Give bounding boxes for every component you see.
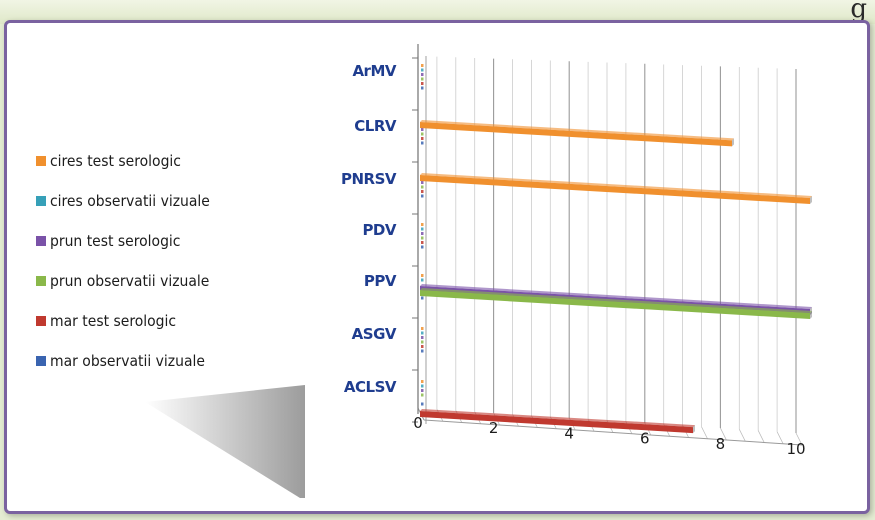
bar: [420, 175, 810, 204]
bar-top: [420, 120, 734, 141]
zero-value-marker: [421, 86, 424, 90]
category-label: PDV: [362, 221, 396, 239]
bar-end: [810, 196, 812, 204]
zero-value-marker: [421, 82, 424, 85]
zero-value-marker: [421, 132, 424, 136]
legend-label: cires observatii vizuale: [50, 192, 210, 210]
zero-value-marker: [421, 73, 424, 76]
zero-value-marker: [421, 393, 424, 397]
zero-value-marker: [421, 384, 424, 388]
zero-value-marker: [421, 181, 424, 184]
legend-label: prun observatii vizuale: [50, 272, 210, 290]
zero-value-marker: [421, 245, 424, 249]
legend-label: mar observatii vizuale: [50, 352, 205, 370]
zero-value-marker: [421, 402, 424, 406]
bar-end: [693, 425, 695, 434]
bar-end: [732, 138, 734, 147]
zero-markers: [421, 64, 424, 406]
zero-value-marker: [421, 241, 424, 244]
zero-value-marker: [421, 227, 424, 231]
legend-swatch: [36, 276, 46, 286]
zero-value-marker: [421, 340, 424, 344]
floor-gridline: [738, 429, 746, 442]
zero-value-marker: [421, 77, 424, 81]
legend-item: prun test serologic: [36, 230, 296, 270]
floor-gridline: [701, 426, 708, 439]
zero-value-marker: [421, 64, 424, 67]
category-label: PNRSV: [341, 170, 397, 188]
zero-value-marker: [421, 331, 424, 335]
zero-value-marker: [421, 223, 424, 226]
gridlines: [417, 56, 803, 446]
zero-value-marker: [421, 389, 424, 392]
bars: [420, 120, 812, 434]
legend-item: mar test serologic: [36, 310, 296, 350]
tick-label: 0: [413, 414, 423, 432]
bar: [420, 411, 693, 434]
category-label: PPV: [364, 272, 397, 290]
bar: [420, 122, 732, 147]
bar-end: [810, 311, 812, 319]
floor-gridline: [795, 432, 803, 446]
legend-swatch: [36, 316, 46, 326]
zero-value-marker: [421, 296, 424, 300]
zero-value-marker: [421, 327, 424, 330]
zero-value-marker: [421, 190, 424, 193]
zero-value-marker: [421, 345, 424, 348]
zero-value-marker: [421, 194, 424, 198]
tick-label: 4: [564, 424, 574, 442]
zero-value-marker: [421, 380, 424, 383]
floor-edge: [423, 419, 803, 446]
floor-gridline: [720, 427, 727, 441]
bar-top: [420, 173, 812, 198]
category-label: ACLSV: [344, 378, 397, 396]
zero-value-marker: [421, 349, 424, 353]
zero-value-marker: [421, 128, 424, 131]
legend-swatch: [36, 236, 46, 246]
category-label: ASGV: [352, 325, 397, 343]
legend-swatch: [36, 156, 46, 166]
zero-value-marker: [421, 141, 424, 145]
floor-gridline: [776, 431, 784, 444]
legend-item: mar observatii vizuale: [36, 350, 296, 390]
legend-item: cires observatii vizuale: [36, 190, 296, 230]
tick-label: 10: [786, 440, 805, 458]
zero-value-marker: [421, 236, 424, 240]
bar-top: [420, 288, 812, 313]
bar-top: [420, 284, 812, 309]
tick-label: 8: [716, 435, 726, 453]
zero-value-marker: [421, 137, 424, 140]
bar: [420, 290, 810, 319]
legend-swatch: [36, 356, 46, 366]
zero-value-marker: [421, 278, 424, 282]
legend-label: prun test serologic: [50, 232, 181, 250]
legend-item: prun observatii vizuale: [36, 270, 296, 310]
title-fragment: g: [850, 0, 867, 24]
bar-top: [420, 409, 695, 428]
zero-value-marker: [421, 68, 424, 72]
chart-card: ArMV CLRV PNRSV PDV PPV ASGV ACLSV 0 2 4 6 8 10: [305, 28, 853, 498]
floor-gridline: [757, 430, 765, 443]
legend-label: mar test serologic: [50, 312, 177, 330]
chart-legend: cires test serologic cires observatii viz…: [36, 150, 296, 390]
legend-swatch: [36, 196, 46, 206]
legend-label: cires test serologic: [50, 152, 181, 170]
zero-value-marker: [421, 185, 424, 189]
zero-value-marker: [421, 336, 424, 339]
chart-plot: ArMV CLRV PNRSV PDV PPV ASGV ACLSV 0 2 4 6 8 10: [341, 44, 812, 458]
zero-value-marker: [421, 232, 424, 235]
category-label: ArMV: [352, 62, 396, 80]
zero-value-marker: [421, 274, 424, 277]
category-label: CLRV: [354, 117, 397, 135]
legend-item: cires test serologic: [36, 150, 296, 190]
tick-label: 2: [489, 419, 499, 437]
tick-label: 6: [640, 430, 650, 448]
